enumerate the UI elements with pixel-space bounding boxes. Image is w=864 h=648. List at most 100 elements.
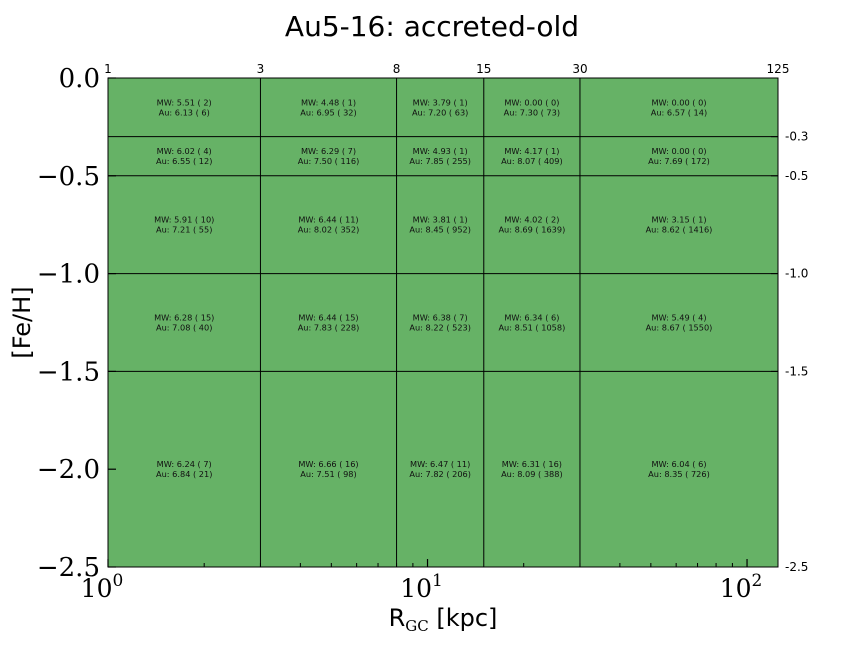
heatmap-cell [108, 136, 261, 176]
cell-mw-label: MW: 6.31 ( 16) [502, 459, 562, 469]
right-bin-edge-label: -0.5 [785, 169, 808, 183]
cell-au-label: Au: 8.67 ( 1550) [646, 323, 713, 333]
cell-mw-label: MW: 6.24 ( 7) [157, 459, 212, 469]
cell-au-label: Au: 7.51 ( 98) [300, 469, 356, 479]
heatmap-cell [260, 175, 397, 274]
x-label-unit: [kpc] [429, 604, 498, 632]
x-label-subscript: GC [405, 617, 428, 635]
cell-mw-label: MW: 6.28 ( 15) [154, 313, 214, 323]
cell-mw-label: MW: 3.15 ( 1) [651, 215, 706, 225]
heatmap-cell [108, 273, 261, 372]
cell-mw-label: MW: 4.02 ( 2) [504, 215, 559, 225]
cell-mw-label: MW: 6.44 ( 11) [298, 215, 358, 225]
heatmap-cell [483, 273, 580, 372]
tick-label-base: 10 [81, 574, 113, 603]
cell-au-label: Au: 8.45 ( 952) [409, 225, 471, 235]
cell-mw-label: MW: 4.17 ( 1) [504, 146, 559, 156]
heatmap-cell [483, 175, 580, 274]
cell-au-label: Au: 7.82 ( 206) [409, 469, 471, 479]
cell-au-label: Au: 8.35 ( 726) [648, 469, 710, 479]
cell-mw-label: MW: 0.00 ( 0) [504, 97, 559, 107]
heatmap-cell [579, 78, 778, 137]
right-bin-edge-label: -1.0 [785, 267, 808, 281]
cell-mw-label: MW: 4.48 ( 1) [301, 97, 356, 107]
cell-au-label: Au: 7.08 ( 40) [156, 323, 212, 333]
cell-mw-label: MW: 5.91 ( 10) [154, 215, 214, 225]
top-bin-edge-label: 30 [572, 62, 587, 76]
top-bin-edge-label: 15 [476, 62, 491, 76]
cell-au-label: Au: 7.21 ( 55) [156, 225, 212, 235]
heatmap-cell [396, 175, 484, 274]
top-bin-edge-label: 3 [257, 62, 265, 76]
left-tick-label: −2.5 [37, 553, 100, 583]
heatmap-cell [396, 273, 484, 372]
cell-au-label: Au: 8.07 ( 409) [501, 156, 563, 166]
cell-mw-label: MW: 6.66 ( 16) [298, 459, 358, 469]
heatmap-cell [396, 136, 484, 176]
heatmap-cell [260, 371, 397, 567]
right-bin-edge-label: -0.3 [785, 130, 808, 144]
cell-au-label: Au: 8.69 ( 1639) [498, 225, 565, 235]
cell-mw-label: MW: 6.38 ( 7) [413, 313, 468, 323]
cell-mw-label: MW: 6.47 ( 11) [410, 459, 470, 469]
heatmap-cell [483, 136, 580, 176]
cell-au-label: Au: 7.20 ( 63) [412, 107, 468, 117]
cell-mw-label: MW: 3.81 ( 1) [413, 215, 468, 225]
cell-mw-label: MW: 6.44 ( 15) [298, 313, 358, 323]
heatmap-cell [579, 175, 778, 274]
x-axis-label: RGC [kpc] [389, 604, 498, 635]
heatmap-cell [108, 371, 261, 567]
top-bin-edge-label: 1 [104, 62, 112, 76]
cell-au-label: Au: 7.83 ( 228) [298, 323, 360, 333]
right-bin-edge-label: -1.5 [785, 364, 808, 378]
bottom-tick-label: 100 [81, 571, 124, 603]
cell-au-label: Au: 8.51 ( 1058) [498, 323, 565, 333]
right-bin-edge-label: -2.5 [785, 560, 808, 574]
heatmap-cell [260, 78, 397, 137]
cell-au-label: Au: 8.22 ( 523) [409, 323, 471, 333]
cell-au-label: Au: 8.09 ( 388) [501, 469, 563, 479]
y-axis-label: [Fe/H] [8, 286, 36, 358]
cell-au-label: Au: 6.13 ( 6) [159, 107, 210, 117]
cells-layer [108, 78, 778, 567]
cell-labels-layer: MW: 5.51 ( 2)Au: 6.13 ( 6)MW: 4.48 ( 1)A… [154, 97, 712, 479]
cell-au-label: Au: 8.02 ( 352) [298, 225, 360, 235]
cell-au-label: Au: 6.95 ( 32) [300, 107, 356, 117]
left-tick-label: −1.0 [37, 260, 100, 290]
plot-frame [107, 77, 779, 568]
tick-label-base: 10 [400, 574, 432, 603]
bottom-tick-label: 101 [400, 571, 443, 603]
x-label-main: R [389, 604, 406, 632]
heatmap-cell [396, 371, 484, 567]
cell-mw-label: MW: 6.02 ( 4) [157, 146, 212, 156]
heatmap-cell [108, 175, 261, 274]
tick-label-exponent: 0 [112, 571, 123, 591]
cell-au-label: Au: 6.57 ( 14) [651, 107, 707, 117]
heatmap-cell [579, 136, 778, 176]
cell-au-label: Au: 7.50 ( 116) [298, 156, 360, 166]
cell-mw-label: MW: 0.00 ( 0) [651, 97, 706, 107]
heatmap-cell [579, 371, 778, 567]
heatmap-cell [579, 273, 778, 372]
cell-au-label: Au: 7.69 ( 172) [648, 156, 710, 166]
chart-title: Au5-16: accreted-old [284, 10, 580, 43]
cell-au-label: Au: 6.55 ( 12) [156, 156, 212, 166]
cell-mw-label: MW: 6.34 ( 6) [504, 313, 559, 323]
heatmap-cell [260, 136, 397, 176]
cell-mw-label: MW: 6.04 ( 6) [651, 459, 706, 469]
cell-au-label: Au: 7.85 ( 255) [409, 156, 471, 166]
bin-edges-layer [108, 78, 778, 567]
heatmap-cell [396, 78, 484, 137]
left-tick-label: −1.5 [37, 357, 100, 387]
cell-mw-label: MW: 5.49 ( 4) [651, 313, 706, 323]
cell-mw-label: MW: 5.51 ( 2) [157, 97, 212, 107]
cell-au-label: Au: 6.84 ( 21) [156, 469, 212, 479]
tick-label-base: 10 [720, 574, 752, 603]
tick-label-exponent: 1 [432, 571, 443, 591]
cell-au-label: Au: 7.30 ( 73) [504, 107, 560, 117]
axis-ticks-layer: 1 3 8 15 30 125 -0.3 -0.5 -1.0 -1.5 -2.5 0.0 −0.5 −1.… [37, 62, 809, 603]
cell-au-label: Au: 8.62 ( 1416) [646, 225, 713, 235]
heatmap-cell [483, 371, 580, 567]
left-tick-label: −0.5 [37, 162, 100, 192]
